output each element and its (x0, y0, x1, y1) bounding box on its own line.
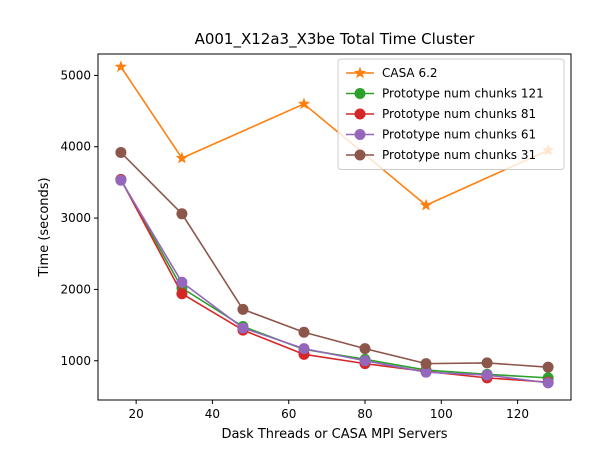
axes-frame (97, 53, 572, 401)
data-point (481, 357, 493, 369)
y-axis: 1000 2000 3000 4000 5000 (60, 68, 98, 368)
data-point-star (297, 97, 311, 110)
data-point (359, 343, 371, 355)
chart-title: A001_X12a3_X3be Total Time Cluster (195, 30, 476, 49)
data-point (176, 288, 188, 300)
data-point (237, 322, 249, 334)
data-point (176, 208, 188, 220)
y-axis-label: Time (seconds) (37, 177, 52, 277)
data-point (115, 174, 127, 186)
series-4 (115, 174, 554, 389)
legend-entry: Prototype num chunks 61 (346, 128, 536, 142)
plot-area (114, 60, 555, 389)
series-line (120, 179, 549, 383)
data-point (542, 361, 554, 373)
data-point-star (419, 198, 433, 211)
y-tick-label: 2000 (60, 282, 91, 296)
legend-label: CASA 6.2 (382, 66, 438, 80)
legend-label: Prototype num chunks 31 (382, 148, 536, 162)
x-tick-label: 80 (357, 407, 372, 421)
legend-label: Prototype num chunks 81 (382, 107, 536, 121)
x-tick-label: 60 (281, 407, 296, 421)
legend-label: Prototype num chunks 121 (382, 87, 544, 101)
data-point (237, 303, 249, 315)
legend-entry: Prototype num chunks 31 (346, 148, 536, 162)
series-5 (115, 146, 554, 373)
series-line (120, 151, 549, 368)
legend-entry: Prototype num chunks 81 (346, 107, 536, 121)
data-point (298, 326, 310, 338)
data-point (359, 355, 371, 367)
x-axis: 20 40 60 80 100 120 (129, 400, 529, 421)
x-tick-label: 120 (506, 407, 529, 421)
legend: CASA 6.2 Prototype num chunks 121 Prototyp… (337, 58, 565, 170)
data-point (481, 369, 493, 381)
y-tick-label: 3000 (60, 211, 91, 225)
x-tick-label: 40 (205, 407, 220, 421)
data-point (298, 343, 310, 355)
data-point-star (114, 60, 128, 73)
legend-entry: Prototype num chunks 121 (346, 87, 544, 101)
y-tick-label: 5000 (60, 68, 91, 82)
legend-box (337, 58, 565, 170)
legend-marker (354, 88, 366, 99)
x-axis-label: Dask Threads or CASA MPI Servers (221, 427, 447, 442)
legend-marker (354, 129, 366, 140)
y-tick-label: 4000 (60, 140, 91, 154)
legend-marker (354, 149, 366, 161)
legend-label: Prototype num chunks 61 (382, 128, 536, 142)
data-point-star (175, 151, 189, 164)
data-point (420, 366, 432, 378)
x-tick-label: 20 (129, 407, 144, 421)
y-tick-label: 1000 (60, 354, 91, 368)
legend-marker (354, 108, 366, 120)
series-line (120, 179, 549, 384)
data-point (542, 377, 554, 389)
data-point (115, 146, 127, 158)
legend-marker-star (353, 66, 367, 79)
data-point (420, 358, 432, 370)
legend-entry: CASA 6.2 (346, 66, 438, 80)
x-tick-label: 100 (430, 407, 453, 421)
data-point (176, 276, 188, 288)
